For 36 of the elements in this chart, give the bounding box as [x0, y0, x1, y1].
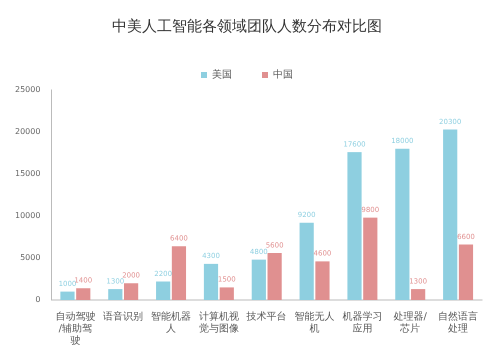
- y-tick-label: 20000: [14, 127, 40, 136]
- y-tick-label: 10000: [14, 211, 40, 220]
- y-tick-label: 5000: [20, 253, 40, 262]
- bar: [108, 289, 122, 300]
- x-tick-label: 智能无人机: [294, 310, 335, 335]
- bar: [252, 260, 266, 300]
- bar: [347, 152, 362, 300]
- bar: [395, 148, 410, 300]
- bar: [363, 218, 378, 300]
- bar: [443, 129, 458, 300]
- bar: [76, 288, 90, 300]
- bar: [172, 246, 186, 300]
- x-tick-label: 自然语言处理: [438, 310, 478, 335]
- x-tick-label: 计算机视觉与图像: [198, 310, 239, 335]
- bar: [220, 287, 234, 300]
- x-tick-label: 自动驾驶/辅助驾驶: [55, 310, 96, 347]
- bar: [204, 264, 218, 300]
- x-tick-label: 处理器/芯片: [394, 310, 428, 335]
- legend-label: 美国: [212, 68, 232, 81]
- bar: [458, 244, 474, 300]
- y-tick-label: 0: [35, 295, 40, 304]
- bar: [411, 289, 426, 300]
- chart-title: 中美人工智能各领域团队人数分布对比图: [112, 16, 382, 35]
- bar: [124, 283, 138, 300]
- x-tick-label: 技术平台: [246, 310, 287, 323]
- y-tick-label: 15000: [14, 169, 40, 178]
- bar: [156, 282, 170, 300]
- bar: [268, 252, 282, 300]
- y-tick-label: 25000: [14, 85, 40, 94]
- x-tick-label: 机器学习应用: [342, 310, 382, 335]
- bar: [315, 261, 330, 300]
- bar: [60, 292, 75, 300]
- x-tick-label: 语音识别: [103, 310, 144, 323]
- x-tick-label: 智能机器人: [151, 310, 192, 335]
- bar: [300, 222, 314, 300]
- legend-label: 中国: [273, 68, 293, 81]
